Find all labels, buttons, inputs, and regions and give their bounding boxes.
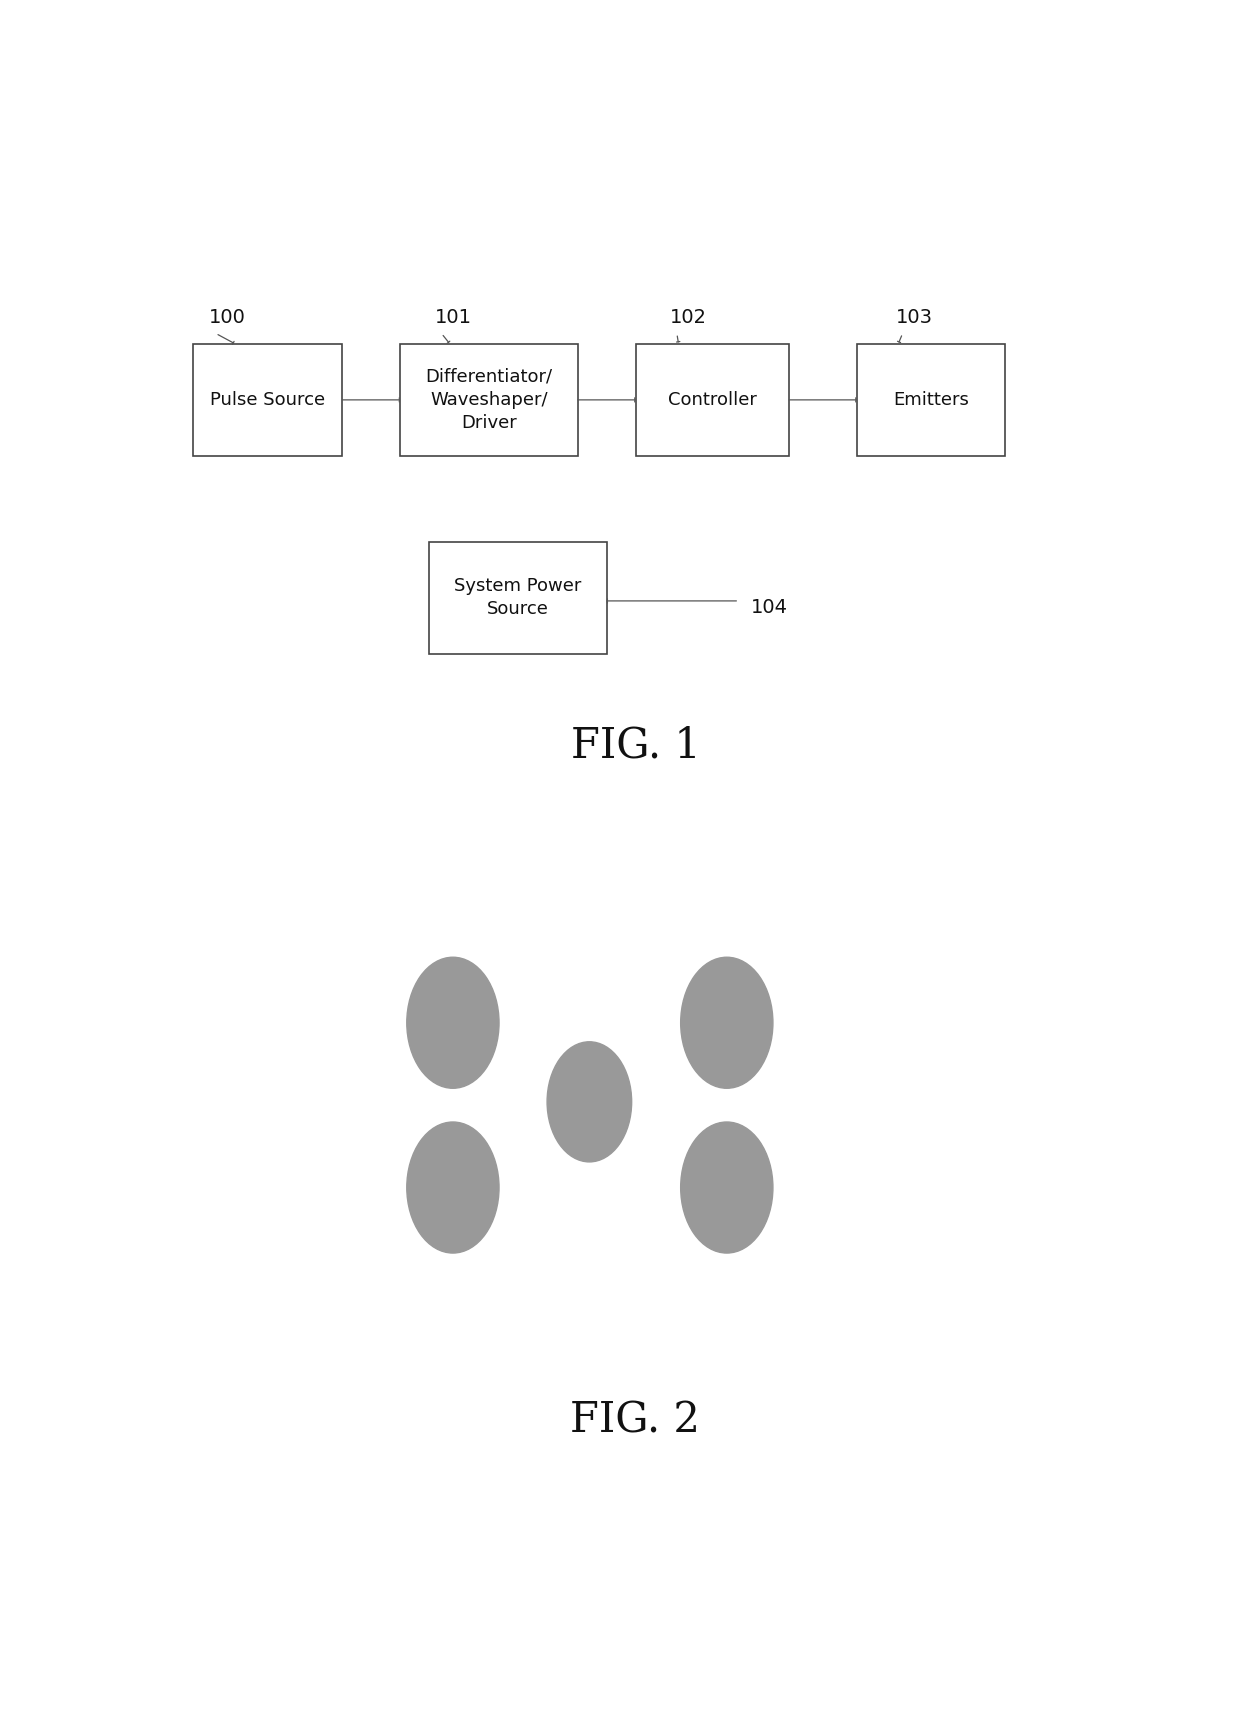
Text: Differentiator/
Waveshaper/
Driver: Differentiator/ Waveshaper/ Driver <box>425 368 553 433</box>
Text: 101: 101 <box>434 308 471 327</box>
Ellipse shape <box>407 1121 498 1253</box>
Ellipse shape <box>547 1043 631 1162</box>
Ellipse shape <box>681 1121 773 1253</box>
Text: Emitters: Emitters <box>893 390 968 409</box>
Text: Pulse Source: Pulse Source <box>211 390 325 409</box>
Text: System Power
Source: System Power Source <box>454 577 582 618</box>
Bar <box>635 344 789 455</box>
Ellipse shape <box>681 957 773 1089</box>
Bar <box>193 344 342 455</box>
Text: Controller: Controller <box>668 390 756 409</box>
Bar <box>429 541 606 654</box>
Text: 102: 102 <box>670 308 707 327</box>
Text: FIG. 2: FIG. 2 <box>570 1400 701 1442</box>
Bar <box>857 344 1006 455</box>
Ellipse shape <box>407 957 498 1089</box>
Text: 104: 104 <box>751 597 787 616</box>
Text: 100: 100 <box>208 308 246 327</box>
Text: FIG. 1: FIG. 1 <box>570 724 701 767</box>
Text: 103: 103 <box>895 308 932 327</box>
Bar <box>401 344 578 455</box>
